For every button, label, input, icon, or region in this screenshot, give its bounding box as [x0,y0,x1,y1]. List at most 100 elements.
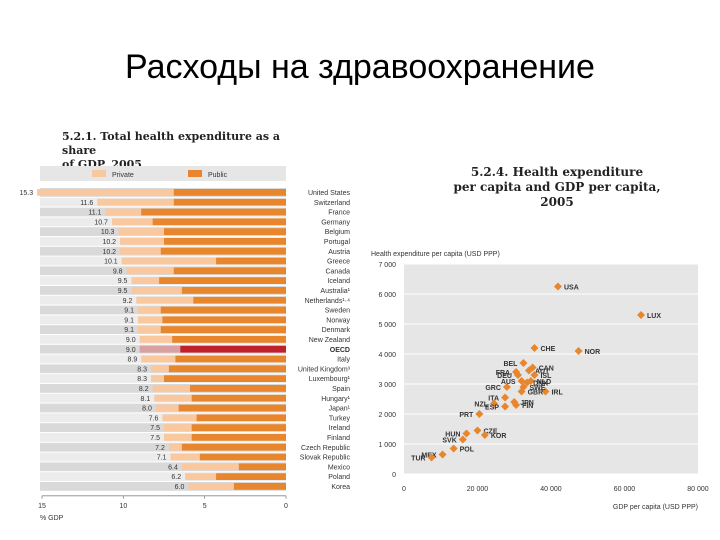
bar-public [160,306,286,314]
bar-public [191,424,286,431]
y-tick-label: 0 [392,472,396,479]
point-label: DNK [533,381,548,388]
point-marker [490,399,499,408]
bar-public [216,257,286,265]
bar-private [154,394,192,402]
point-label: BEL [503,361,518,368]
scatter-chart-title: 5.2.4. Health expenditure per capita and… [442,165,672,210]
point-label: ESP [485,405,499,412]
bar-row: 7.2 Czech Republic [40,442,350,452]
country-label: Switzerland [314,200,350,207]
country-label: Hungary¹ [321,396,350,403]
bar-row: 8.1 Hungary¹ [40,393,351,403]
bar-row: 8.9 Italy [40,354,350,364]
point-marker [523,378,532,387]
row-background [40,442,286,452]
bar-row: 9.1 Sweden [40,305,350,315]
point-label: AUS [501,379,516,386]
point-marker [462,429,471,438]
point-label: ISL [540,373,552,380]
country-label: Spain [332,386,350,393]
y-tick-label: 5 000 [378,322,396,329]
bar-value-label: 6.4 [168,464,178,471]
point-marker [473,426,482,435]
bar-row: 10.7 Germany [40,217,350,226]
point-label: DEU [497,373,512,380]
y-tick-label: 1 000 [378,442,396,449]
bar-value-label: 9.8 [113,268,123,275]
country-label: Netherlands¹·⁴ [305,298,350,305]
row-background [40,482,286,491]
scatter-point: USA [553,282,579,292]
bar-value-label: 8.3 [137,376,147,383]
country-label: Canada [325,268,350,275]
bar-private [137,326,161,333]
row-background [40,472,286,481]
point-marker [530,344,539,352]
country-label: Mexico [328,464,350,471]
scatter-point: SVK [442,435,467,445]
row-background [40,423,286,432]
bar-row: 10.1 Greece [40,256,350,266]
point-label: FIN [522,403,533,410]
bar-value-label: 7.5 [150,435,160,442]
bar-private [139,336,173,343]
point-marker [519,383,528,391]
bar-value-label: 10.1 [104,259,118,266]
point-label: NZL [474,402,488,409]
bar-private [155,404,179,412]
country-label: Germany [321,219,350,226]
point-label: CHE [540,346,555,353]
bar-value-label: 10.7 [94,219,108,226]
row-background [40,433,286,442]
scatter-point: DNK [523,378,548,388]
point-label: KOR [491,433,507,440]
bar-private [152,385,191,392]
bar-public [160,247,286,255]
point-marker [553,282,562,291]
point-marker [637,311,646,319]
country-label: Poland [328,474,350,481]
bar-public [190,385,286,392]
country-label: Austria [328,249,350,256]
y-tick-label: 7 000 [378,262,396,269]
country-label: Slovak Republic [300,455,351,462]
bar-value-label: 9.0 [126,337,136,344]
point-label: LUX [647,313,661,320]
bar-value-label: 7.2 [155,445,165,452]
point-marker [501,393,510,402]
bar-public [233,483,286,490]
scatter-point: IRL [541,387,563,397]
scatter-point: ISL [530,371,552,380]
point-marker [449,444,458,453]
bar-private [162,414,197,422]
point-label: GBR [528,390,544,397]
legend-band [40,166,286,181]
x-tick-label: 80 000 [687,486,709,493]
point-marker [513,371,522,379]
bar-row: 10.2 Austria [40,246,350,256]
scatter-point: NOR [574,347,600,356]
bar-private [136,296,194,304]
x-axis-label: % GDP [40,515,64,522]
bar-value-label: 15.3 [19,190,33,197]
bar-public [172,336,286,343]
point-label: ITA [488,396,499,403]
bar-value-label: 6.0 [175,484,185,491]
bar-value-label: 9.2 [123,298,133,305]
bar-row: 8.3 Luxembourg¹ [40,374,351,383]
scatter-point: ESP [485,402,510,412]
point-marker [574,347,583,355]
y-tick-label: 4 000 [378,352,396,359]
bar-row: 7.5 Finland [40,433,350,442]
point-marker [519,359,528,367]
bar-value-label: 6.2 [171,474,181,481]
bar-public [173,267,286,275]
bar-row: 11.6 Switzerland [40,197,350,207]
bar-private [111,218,153,226]
country-label: Norway [326,317,350,324]
scatter-chart-title-line3: 2005 [540,195,574,209]
bar-private [37,189,174,196]
bar-public [173,189,286,196]
scatter-chart-title-line2: per capita and GDP per capita, [453,180,661,194]
